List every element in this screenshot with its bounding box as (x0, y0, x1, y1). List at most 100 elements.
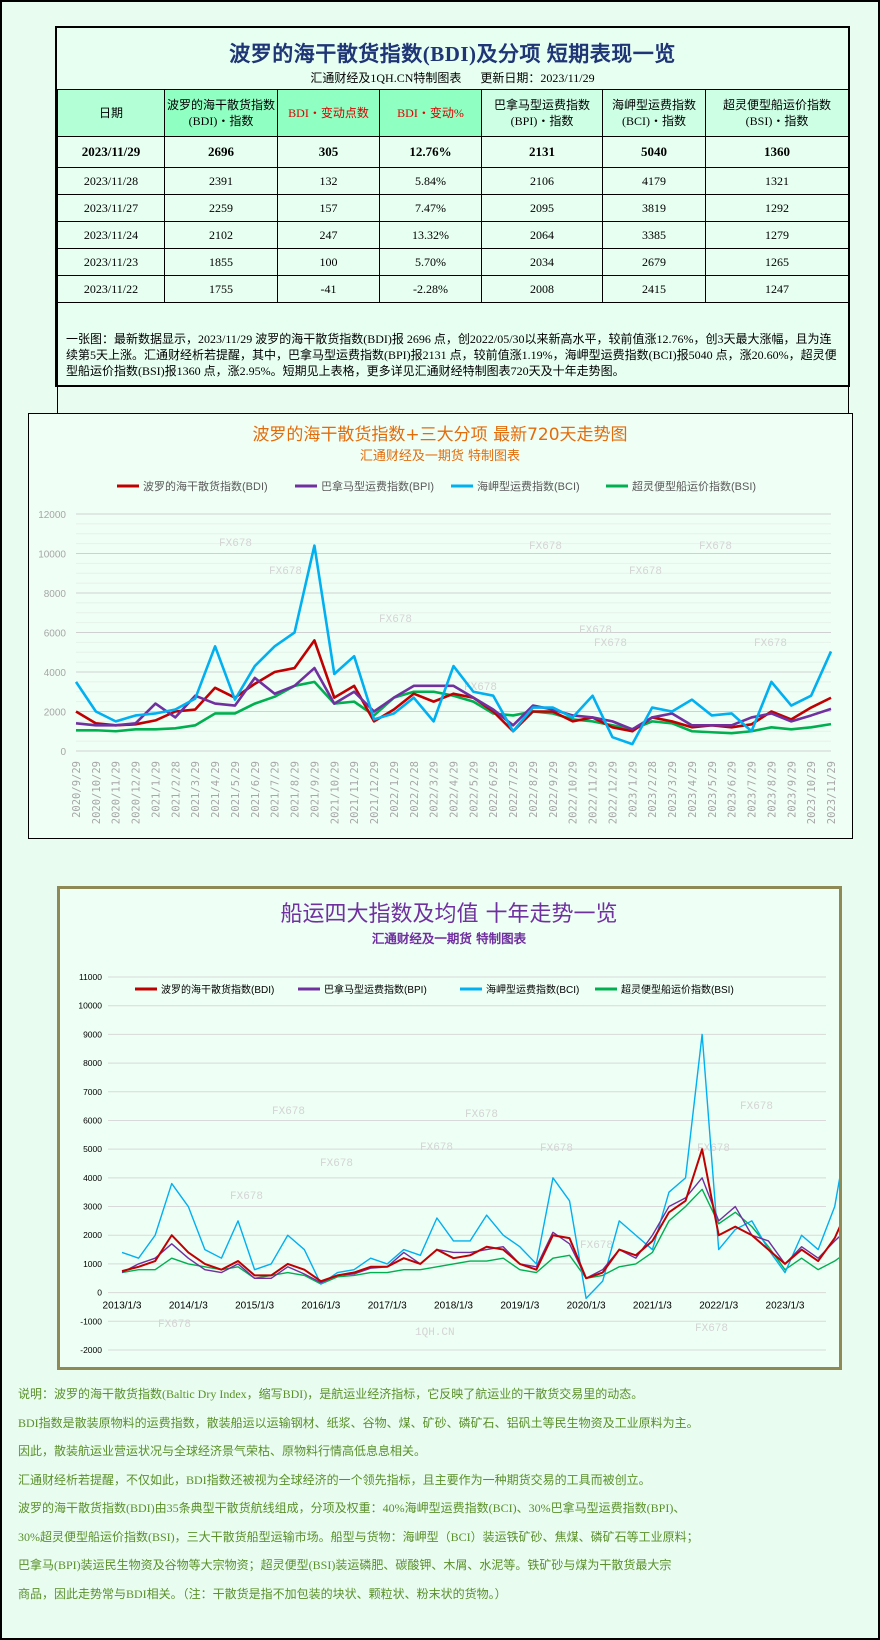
x-tick-label: 2023/4/29 (687, 761, 699, 818)
x-tick-label: 2021/6/29 (250, 761, 262, 818)
watermark-text: FX678 (695, 1323, 728, 1335)
header-date: 日期 (57, 89, 165, 137)
header-bci: 海岬型运费指数 (BCI)・指数 (602, 89, 706, 137)
watermark-text: FX678 (529, 541, 562, 553)
legend-label-bsi: 超灵便型船运价指数(BSI) (621, 983, 734, 996)
table-cell: 7.47% (379, 194, 482, 222)
legend-label-bsi: 超灵便型船运价指数(BSI) (632, 479, 756, 493)
description-line: 波罗的海干散货指数(BDI)由35条典型干散货航线组成，分项及权重：40%海岬型… (18, 1501, 686, 1515)
y-tick-label: 1000 (83, 1259, 102, 1269)
x-tick-label: 2021/1/3 (633, 1301, 672, 1312)
y-tick-label: 8000 (83, 1058, 102, 1068)
header-bdi-change-pct: BDI・变动% (379, 89, 482, 137)
x-tick-label: 2023/3/29 (667, 761, 679, 818)
y-tick-label: 2000 (44, 708, 67, 719)
y-tick-label: 4000 (44, 668, 67, 679)
table-row: 2023/11/24 2102 247 13.32% 2064 3385 1279 (57, 221, 849, 249)
description-line: 说明：波罗的海干散货指数(Baltic Dry Index，缩写BDI)，是航运… (18, 1387, 644, 1401)
x-tick-label: 2021/4/29 (210, 761, 222, 818)
x-tick-label: 2018/1/3 (434, 1301, 473, 1312)
table-cell: 2023/11/23 (57, 248, 165, 276)
legend-label-bdi: 波罗的海干散货指数(BDI) (143, 479, 268, 493)
x-tick-label: 2023/5/29 (707, 761, 719, 818)
x-tick-label: 2022/4/29 (449, 761, 461, 818)
table-cell: 1265 (705, 248, 849, 276)
table-cell: 1321 (705, 167, 849, 195)
x-tick-label: 2021/3/29 (190, 761, 202, 818)
x-tick-label: 2020/11/29 (111, 761, 123, 824)
x-tick-label: 2021/10/29 (329, 761, 341, 824)
watermark-text: FX678 (320, 1158, 353, 1170)
x-tick-label: 2017/1/3 (368, 1301, 407, 1312)
table-cell: 2106 (481, 167, 603, 195)
table-cell: 247 (277, 221, 380, 249)
x-tick-label: 2021/8/29 (290, 761, 302, 818)
table-cell: 1292 (705, 194, 849, 222)
watermark-text: FX678 (579, 625, 612, 637)
watermark-text: FX678 (629, 566, 662, 578)
description-text: 说明：波罗的海干散货指数(Baltic Dry Index，缩写BDI)，是航运… (18, 1380, 868, 1608)
table-cell: 2023/11/27 (57, 194, 165, 222)
watermark-text: FX678 (230, 1191, 263, 1203)
table-source: 汇通财经及1QH.CN特制图表 (310, 71, 462, 85)
x-tick-label: 2021/2/28 (170, 761, 182, 818)
y-tick-label: 5000 (83, 1144, 102, 1154)
watermark-text: FX678 (420, 1142, 453, 1154)
x-tick-label: 2022/3/29 (429, 761, 441, 818)
chart-title: 船运四大指数及均值 十年走势一览 (281, 902, 618, 927)
x-tick-label: 2020/12/29 (131, 761, 143, 824)
x-tick-label: 2023/2/28 (647, 761, 659, 818)
watermark-text: 1QH.CN (415, 1327, 455, 1339)
series-line-bpi (75, 666, 832, 731)
x-tick-label: 2022/12/29 (607, 761, 619, 824)
watermark-text: FX678 (699, 541, 732, 553)
x-tick-label: 2023/10/29 (806, 761, 818, 824)
table-cell: 1755 (164, 275, 278, 303)
watermark-text: FX678 (158, 1319, 191, 1331)
watermark-text: FX678 (540, 1143, 573, 1155)
x-tick-label: 2022/11/29 (588, 761, 600, 824)
y-tick-label: 10000 (38, 550, 66, 561)
table-cell: 2008 (481, 275, 603, 303)
header-label: 海岬型运费指数 (611, 98, 696, 112)
description-line: 巴拿马(BPI)装运民生物资及谷物等大宗物资；超灵便型(BSI)装运磷肥、碳酸钾… (18, 1558, 672, 1572)
table-cell: 12.76% (379, 136, 482, 168)
header-label: 日期 (98, 106, 123, 120)
watermark-text: FX678 (219, 538, 252, 550)
table-cell: 2696 (164, 136, 278, 168)
table-cell: 4179 (602, 167, 706, 195)
x-tick-label: 2020/9/29 (71, 761, 83, 818)
watermark-text: FX678 (465, 1109, 498, 1121)
table-subtitle: 汇通财经及1QH.CN特制图表 更新日期：2023/11/29 (57, 69, 848, 86)
legend-label-bci: 海岬型运费指数(BCI) (477, 479, 580, 493)
table-cell: 2131 (481, 136, 603, 168)
table-cell: 2064 (481, 221, 603, 249)
series-line-bsi (76, 680, 832, 735)
header-label-sub: (BSI)・指数 (745, 114, 809, 128)
x-tick-label: 2022/7/29 (508, 761, 520, 818)
x-tick-label: 2023/9/29 (786, 761, 798, 818)
table-cell: 305 (277, 136, 380, 168)
table-cell: 1279 (705, 221, 849, 249)
watermark-text: FX678 (594, 638, 627, 650)
series-line-bci (121, 1033, 839, 1300)
chart-title: 波罗的海干散货指数+三大分项 最新720天走势图 (252, 425, 627, 445)
description-line: 商品，因此走势常与BDI相关。（注：干散货是指不加包装的块状、颗粒状、粉末状的货… (18, 1586, 507, 1601)
header-label-sub: (BDI)・指数 (188, 114, 254, 128)
y-tick-label: 0 (60, 747, 66, 758)
chart-ten-year: 船运四大指数及均值 十年走势一览 汇通财经及一期货 特制图表 -2000 -1000 0… (57, 886, 842, 1370)
table-note-row: 一张图：最新数据显示，2023/11/29 波罗的海干散货指数(BDI)报 26… (57, 302, 849, 414)
header-label: 巴拿马型运费指数 (493, 98, 590, 112)
description-line: BDI指数是散装原物料的运费指数，散装船运以运输钢材、纸浆、谷物、煤、矿砂、磷矿… (18, 1415, 699, 1430)
x-tick-label: 2023/6/29 (727, 761, 739, 818)
legend-label-bdi: 波罗的海干散货指数(BDI) (161, 983, 274, 996)
x-tick-label: 2023/8/29 (766, 761, 778, 818)
x-tick-label: 2022/1/3 (699, 1301, 738, 1312)
table-cell: 5040 (602, 136, 706, 168)
x-tick-label: 2023/7/29 (747, 761, 759, 818)
y-tick-label: -2000 (80, 1345, 102, 1355)
table-cell: -41 (277, 275, 380, 303)
description-line: 汇通财经析若提醒，不仅如此，BDI指数还被视为全球经济的一个领先指标，且主要作为… (18, 1472, 651, 1487)
